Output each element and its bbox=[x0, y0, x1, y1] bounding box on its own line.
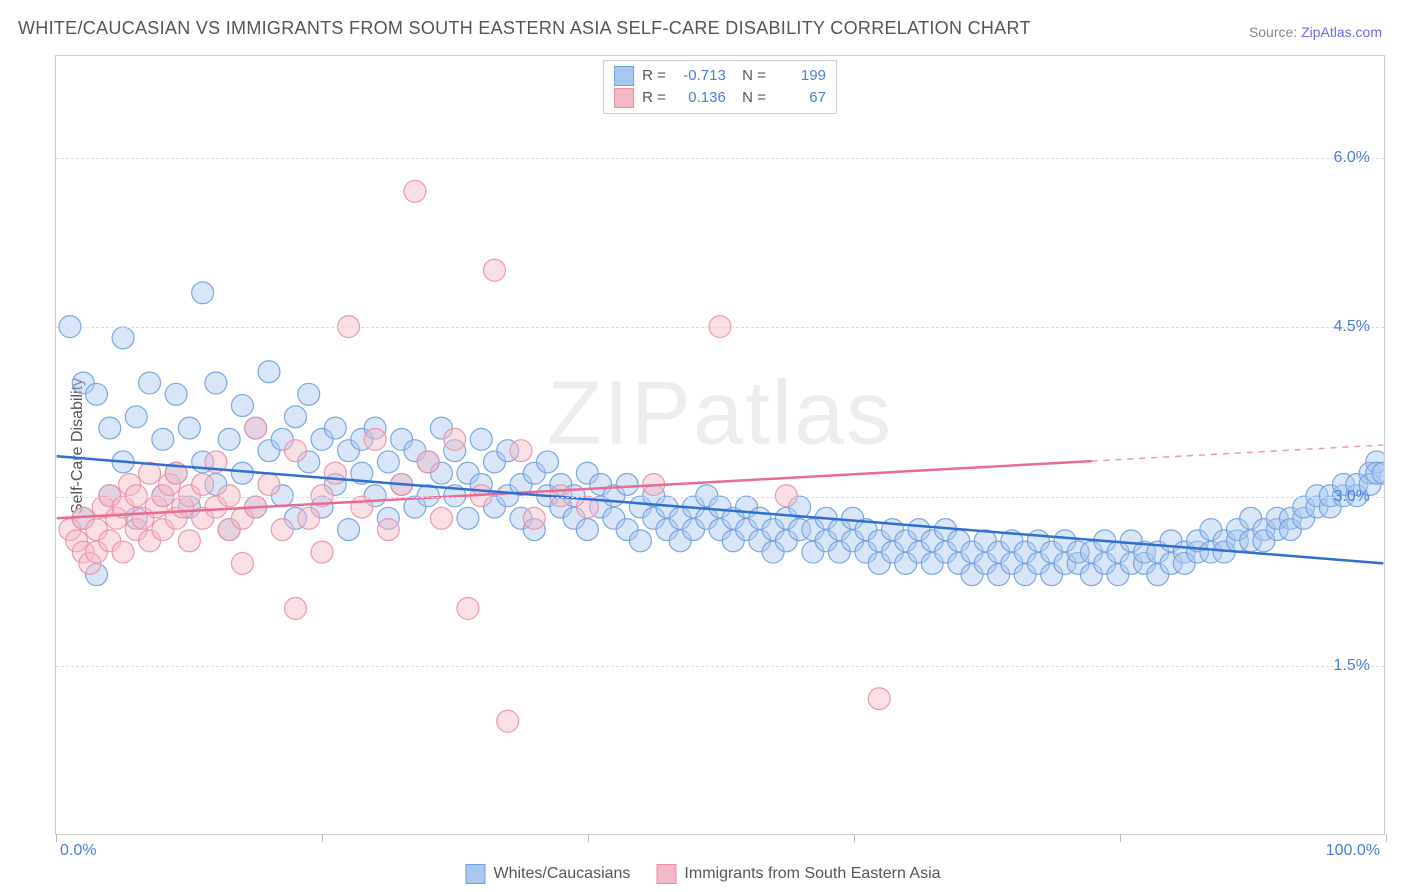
scatter-point bbox=[139, 372, 161, 394]
scatter-point bbox=[470, 428, 492, 450]
scatter-svg bbox=[56, 56, 1384, 834]
scatter-point bbox=[112, 327, 134, 349]
scatter-point bbox=[245, 417, 267, 439]
gridline bbox=[56, 666, 1384, 667]
scatter-point bbox=[457, 507, 479, 529]
y-tick-label: 3.0% bbox=[1334, 488, 1370, 506]
scatter-point bbox=[231, 552, 253, 574]
scatter-point bbox=[497, 710, 519, 732]
scatter-point bbox=[576, 519, 598, 541]
y-tick-label: 6.0% bbox=[1334, 149, 1370, 167]
scatter-point bbox=[258, 473, 280, 495]
scatter-point bbox=[231, 462, 253, 484]
scatter-point bbox=[192, 282, 214, 304]
scatter-point bbox=[537, 451, 559, 473]
x-tick bbox=[854, 834, 855, 842]
scatter-point bbox=[178, 530, 200, 552]
scatter-point bbox=[404, 180, 426, 202]
scatter-point bbox=[351, 496, 373, 518]
scatter-point bbox=[125, 406, 147, 428]
bottom-legend: Whites/Caucasians Immigrants from South … bbox=[465, 864, 940, 884]
x-axis-min-label: 0.0% bbox=[60, 842, 96, 860]
scatter-point bbox=[523, 507, 545, 529]
scatter-point bbox=[377, 519, 399, 541]
scatter-point bbox=[364, 428, 386, 450]
scatter-point bbox=[152, 428, 174, 450]
x-tick bbox=[1120, 834, 1121, 842]
x-tick bbox=[588, 834, 589, 842]
scatter-point bbox=[165, 383, 187, 405]
scatter-point bbox=[271, 519, 293, 541]
y-tick-label: 1.5% bbox=[1334, 657, 1370, 675]
scatter-point bbox=[285, 598, 307, 620]
source-attribution: Source: ZipAtlas.com bbox=[1249, 24, 1382, 40]
scatter-point bbox=[338, 519, 360, 541]
scatter-point bbox=[86, 383, 108, 405]
scatter-point bbox=[324, 462, 346, 484]
scatter-point bbox=[218, 428, 240, 450]
scatter-point bbox=[311, 541, 333, 563]
scatter-point bbox=[112, 541, 134, 563]
scatter-point bbox=[298, 507, 320, 529]
scatter-point bbox=[285, 440, 307, 462]
scatter-point bbox=[430, 507, 452, 529]
scatter-point bbox=[377, 451, 399, 473]
x-axis-max-label: 100.0% bbox=[1326, 842, 1380, 860]
scatter-point bbox=[417, 451, 439, 473]
scatter-point bbox=[457, 598, 479, 620]
scatter-point bbox=[298, 383, 320, 405]
gridline bbox=[56, 497, 1384, 498]
scatter-point bbox=[205, 372, 227, 394]
scatter-point bbox=[629, 530, 651, 552]
scatter-point bbox=[510, 440, 532, 462]
y-tick-label: 4.5% bbox=[1334, 318, 1370, 336]
scatter-point bbox=[444, 428, 466, 450]
gridline bbox=[56, 158, 1384, 159]
legend-item-pink: Immigrants from South Eastern Asia bbox=[656, 864, 940, 884]
plot-area: ZIPatlas R = -0.713 N = 199 R = 0.136 N … bbox=[55, 55, 1385, 835]
scatter-point bbox=[99, 417, 121, 439]
source-prefix: Source: bbox=[1249, 24, 1301, 40]
x-tick bbox=[56, 834, 57, 842]
scatter-point bbox=[125, 485, 147, 507]
scatter-point bbox=[178, 417, 200, 439]
scatter-point bbox=[258, 361, 280, 383]
scatter-point bbox=[218, 485, 240, 507]
scatter-point bbox=[484, 259, 506, 281]
legend-item-blue: Whites/Caucasians bbox=[465, 864, 630, 884]
scatter-point bbox=[231, 395, 253, 417]
scatter-point bbox=[775, 485, 797, 507]
x-tick bbox=[322, 834, 323, 842]
chart-title: WHITE/CAUCASIAN VS IMMIGRANTS FROM SOUTH… bbox=[18, 18, 1031, 39]
scatter-point bbox=[868, 688, 890, 710]
swatch-blue bbox=[465, 864, 485, 884]
source-link[interactable]: ZipAtlas.com bbox=[1301, 24, 1382, 40]
x-tick bbox=[1386, 834, 1387, 842]
scatter-point bbox=[324, 417, 346, 439]
swatch-pink bbox=[656, 864, 676, 884]
legend-label-blue: Whites/Caucasians bbox=[493, 865, 630, 883]
scatter-point bbox=[616, 473, 638, 495]
scatter-point bbox=[285, 406, 307, 428]
gridline bbox=[56, 327, 1384, 328]
scatter-point bbox=[192, 473, 214, 495]
legend-label-pink: Immigrants from South Eastern Asia bbox=[684, 865, 940, 883]
